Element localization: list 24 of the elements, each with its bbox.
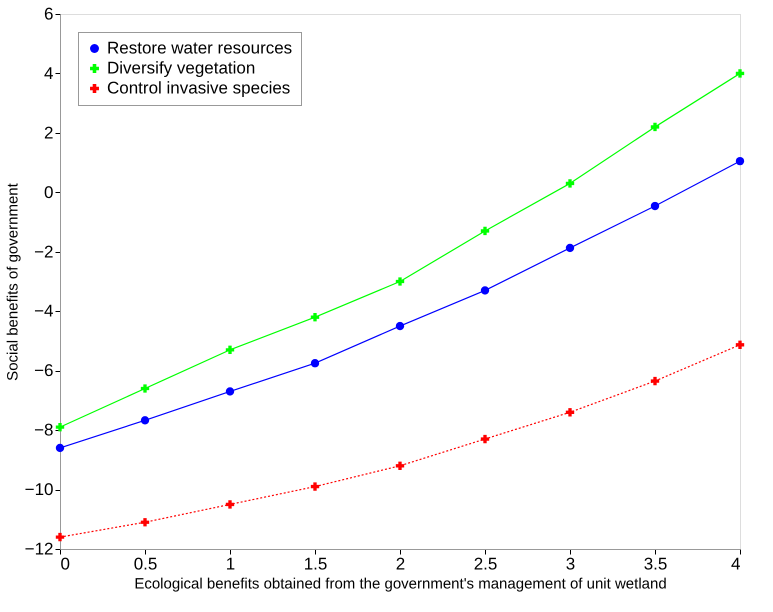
x-tick-label: 3.5 [644, 554, 668, 574]
y-axis-title: Social benefits of government [4, 182, 22, 381]
x-tick-label: 1 [226, 554, 236, 574]
y-tick-label: −8 [34, 420, 54, 440]
legend-label: Diversify vegetation [107, 58, 256, 78]
y-tick-label: −4 [34, 302, 54, 321]
x-tick-label: 1.5 [304, 554, 328, 574]
x-tick-label: 3 [566, 554, 576, 574]
x-tick-label: 0.5 [134, 554, 158, 574]
legend-label: Control invasive species [107, 78, 290, 98]
y-tick-label: 6 [44, 4, 54, 24]
x-tick-label: 0 [60, 554, 70, 574]
x-tick-label: 4 [731, 554, 740, 574]
x-axis-title: Ecological benefits obtained from the government's management of unit wetland [134, 576, 667, 592]
y-tick-label: −10 [24, 480, 54, 500]
y-tick-label: 4 [44, 64, 54, 83]
y-tick-label: 0 [44, 182, 54, 202]
y-tick-label: 2 [44, 123, 54, 142]
y-tick-label: −6 [34, 361, 54, 380]
legend-label: Restore water resources [107, 38, 292, 58]
x-tick-label: 2.5 [474, 554, 498, 574]
y-tick-label: −2 [34, 242, 54, 262]
y-tick-label: −12 [24, 540, 54, 558]
x-tick-label: 2 [396, 554, 406, 574]
